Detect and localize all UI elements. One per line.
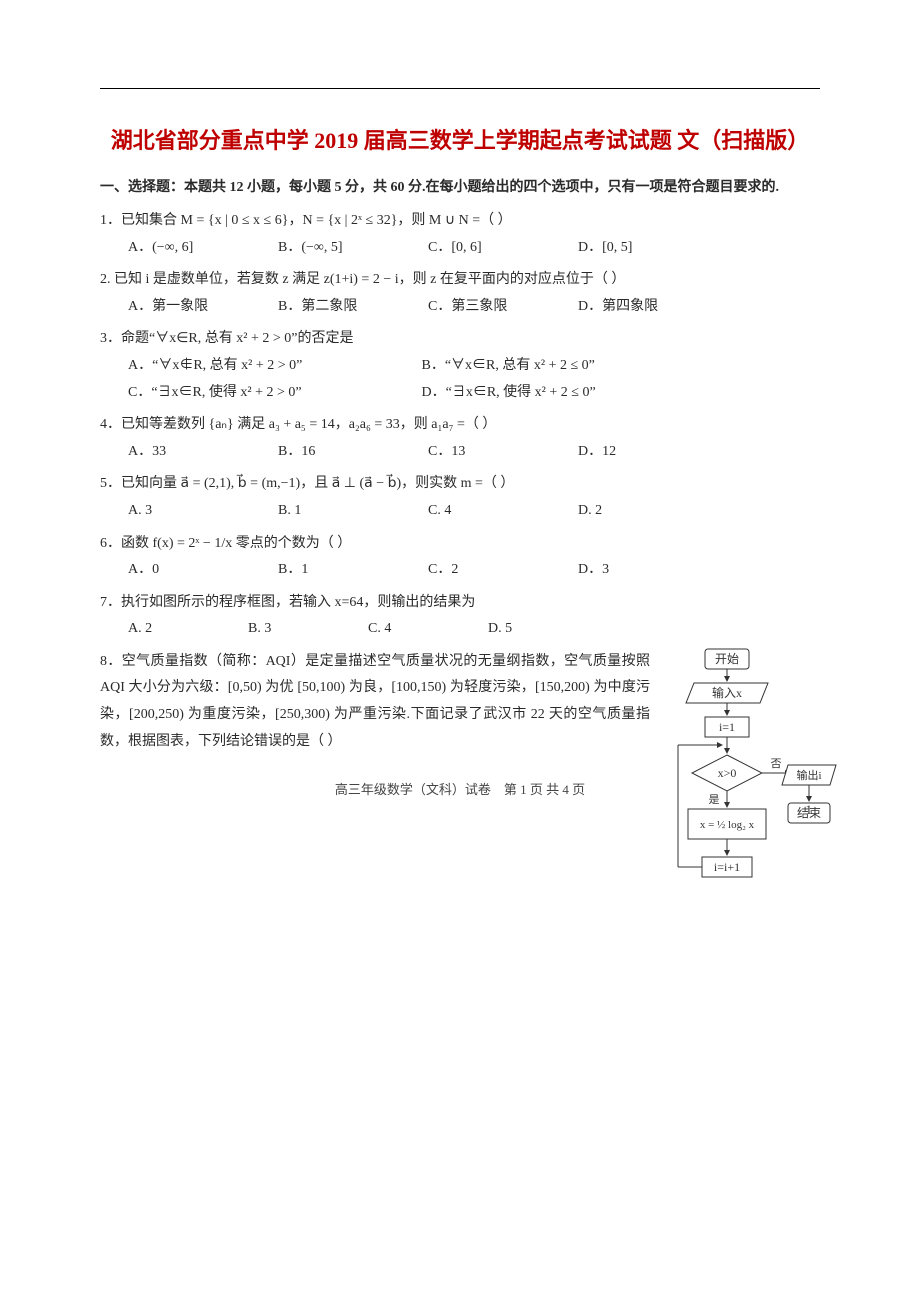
q1-stem: 1．已知集合 M = {x | 0 ≤ x ≤ 6}，N = {x | 2ˣ ≤… (100, 208, 820, 235)
question-1: 1．已知集合 M = {x | 0 ≤ x ≤ 6}，N = {x | 2ˣ ≤… (100, 208, 820, 261)
q3-opt-d: D．“∃x∈R, 使得 x² + 2 ≤ 0” (422, 380, 712, 407)
q2-opt-b: B．第二象限 (278, 294, 428, 321)
q2-opt-a: A．第一象限 (128, 294, 278, 321)
q3-opt-b: B．“∀x∈R, 总有 x² + 2 ≤ 0” (422, 353, 712, 380)
q3-stem: 3．命题“∀x∈R, 总有 x² + 2 > 0”的否定是 (100, 326, 820, 353)
q4-opt-c: C．13 (428, 439, 578, 466)
fc-yes: 是 (709, 793, 720, 806)
page-title: 湖北省部分重点中学 2019 届高三数学上学期起点考试试题 文（扫描版） (100, 117, 820, 165)
q1-opt-d: D．[0, 5] (578, 235, 728, 262)
corner-page-number: 1 (806, 802, 813, 818)
q4-opt-d: D．12 (578, 439, 728, 466)
q7-stem: 7．执行如图所示的程序框图，若输入 x=64，则输出的结果为 (100, 590, 650, 617)
question-5: 5．已知向量 a⃗ = (2,1), b⃗ = (m,−1)，且 a⃗ ⊥ (a… (100, 471, 820, 524)
exam-body: 一、选择题：本题共 12 小题，每小题 5 分，共 60 分.在每小题给出的四个… (100, 175, 820, 755)
q7-opt-c: C. 4 (368, 616, 488, 643)
q3-opt-c: C．“∃x∈R, 使得 x² + 2 > 0” (128, 380, 418, 407)
q7-opt-b: B. 3 (248, 616, 368, 643)
fc-no: 否 (771, 758, 782, 770)
q7-opt-a: A. 2 (128, 616, 248, 643)
q2-opt-c: C．第三象限 (428, 294, 578, 321)
question-2: 2. 已知 i 是虚数单位，若复数 z 满足 z(1+i) = 2 − i，则 … (100, 267, 820, 320)
q8-stem: 8．空气质量指数（简称：AQI）是定量描述空气质量状况的无量纲指数，空气质量按照… (100, 654, 650, 749)
q6-stem: 6．函数 f(x) = 2ˣ − 1/x 零点的个数为（ ） (100, 531, 820, 558)
fc-output: 输出i (796, 768, 821, 782)
q6-opt-d: D．3 (578, 557, 728, 584)
q5-stem: 5．已知向量 a⃗ = (2,1), b⃗ = (m,−1)，且 a⃗ ⊥ (a… (100, 471, 820, 498)
q4-stem: 4．已知等差数列 {aₙ} 满足 a₃ + a₅ = 14，a₂a₆ = 33，… (100, 412, 820, 439)
fc-input: 输入x (712, 685, 742, 700)
flowchart: 开始 输入x i=1 x>0 否 (670, 647, 830, 927)
q6-opt-c: C．2 (428, 557, 578, 584)
q5-opt-b: B. 1 (278, 498, 428, 525)
question-3: 3．命题“∀x∈R, 总有 x² + 2 > 0”的否定是 A．“∀x∉R, 总… (100, 326, 820, 406)
q1-opt-c: C．[0, 6] (428, 235, 578, 262)
q5-opt-a: A. 3 (128, 498, 278, 525)
fc-assign: x = ½ log₂ x (700, 819, 755, 831)
q2-stem: 2. 已知 i 是虚数单位，若复数 z 满足 z(1+i) = 2 − i，则 … (100, 267, 820, 294)
q5-opt-d: D. 2 (578, 498, 728, 525)
section-1-header: 一、选择题：本题共 12 小题，每小题 5 分，共 60 分.在每小题给出的四个… (100, 175, 820, 202)
q1-opt-a: A．(−∞, 6] (128, 235, 278, 262)
question-6: 6．函数 f(x) = 2ˣ − 1/x 零点的个数为（ ） A．0 B．1 C… (100, 531, 820, 584)
q6-opt-b: B．1 (278, 557, 428, 584)
q3-opt-a: A．“∀x∉R, 总有 x² + 2 > 0” (128, 353, 418, 380)
fc-inc: i=i+1 (714, 860, 740, 874)
q4-opt-a: A．33 (128, 439, 278, 466)
q2-opt-d: D．第四象限 (578, 294, 728, 321)
horizontal-rule (100, 88, 820, 89)
q4-opt-b: B．16 (278, 439, 428, 466)
question-7: 7．执行如图所示的程序框图，若输入 x=64，则输出的结果为 A. 2 B. 3… (100, 590, 820, 643)
question-4: 4．已知等差数列 {aₙ} 满足 a₃ + a₅ = 14，a₂a₆ = 33，… (100, 412, 820, 465)
fc-init: i=1 (719, 720, 735, 734)
q7-opt-d: D. 5 (488, 616, 568, 643)
fc-cond: x>0 (718, 766, 737, 780)
section-1-text: 一、选择题：本题共 12 小题，每小题 5 分，共 60 分.在每小题给出的四个… (100, 180, 779, 195)
q5-opt-c: C. 4 (428, 498, 578, 525)
q6-opt-a: A．0 (128, 557, 278, 584)
q1-opt-b: B．(−∞, 5] (278, 235, 428, 262)
fc-start: 开始 (715, 652, 739, 666)
